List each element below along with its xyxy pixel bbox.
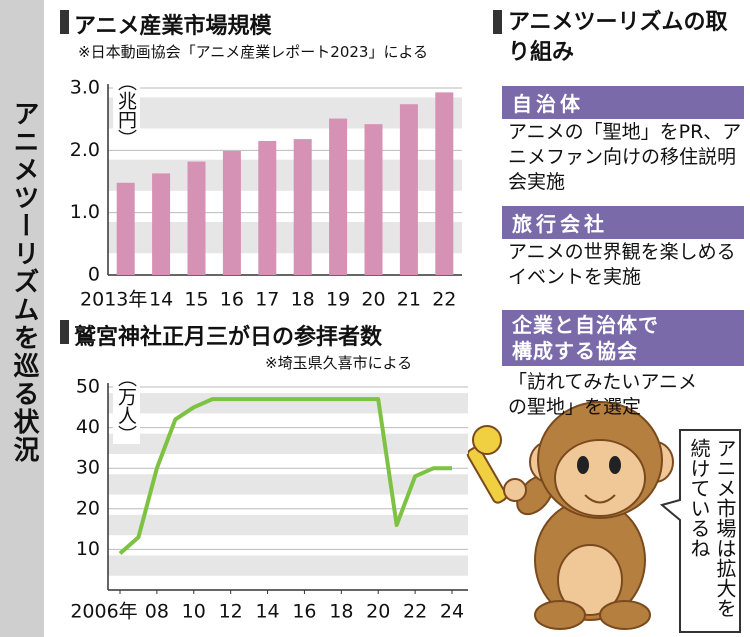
stripe-band: [108, 514, 468, 536]
title-marker: [60, 320, 69, 344]
section-header-text: 旅行会社: [512, 212, 608, 236]
x-tick-label: 22: [403, 601, 427, 623]
side-title: アニメツーリズムを巡る状況: [9, 100, 39, 464]
y-tick-label: 50: [76, 376, 100, 398]
x-tick-label: 08: [145, 601, 169, 623]
bar: [222, 150, 241, 275]
x-tick-label: 15: [184, 289, 208, 311]
x-tick-label: 24: [440, 601, 464, 623]
y-tick-label: 1.0: [70, 201, 100, 223]
x-tick-label: 19: [326, 289, 350, 311]
side-band: [0, 0, 44, 637]
chart-note: ※埼玉県久喜市による: [265, 354, 413, 372]
line: [118, 397, 452, 555]
y-tick-label: 30: [76, 457, 100, 479]
x-tick-label: 18: [329, 601, 353, 623]
panel-title: アニメツーリズムの取り組み: [508, 10, 728, 65]
x-tick-label: 20: [366, 601, 390, 623]
x-tick-label: 14: [255, 601, 279, 623]
section-header: 自治体: [502, 86, 744, 119]
speech-text: アニメ市場は拡大を続けているね: [687, 438, 737, 618]
chart-note: ※日本動画協会「アニメ産業レポート2023」による: [78, 43, 428, 61]
x-tick-label: 16: [292, 601, 316, 623]
y-tick-label: 0: [88, 264, 100, 286]
x-tick-label: 10: [182, 601, 206, 623]
x-tick-label: 14: [149, 289, 173, 311]
stripe-band: [108, 393, 468, 414]
section-header: 旅行会社: [502, 206, 744, 239]
section-body: アニメの「聖地」をPR、アニメファン向けの移住説明会実施: [508, 121, 742, 193]
chart-title: 鷲宮神社正月三が日の参拝者数: [74, 325, 383, 350]
y-tick-label: 2.0: [70, 139, 100, 161]
y-axis-label: （兆円）: [113, 72, 140, 148]
stripe-band: [108, 555, 468, 576]
x-tick-label: 12: [219, 601, 243, 623]
bar: [258, 140, 277, 275]
y-tick-label: 3.0: [70, 77, 100, 99]
section-header-text: 自治体: [512, 92, 584, 116]
bar: [364, 124, 383, 275]
y-axis-label: （万人）: [113, 368, 140, 444]
speech-bubble: [659, 429, 741, 633]
x-tick-label: 20: [361, 289, 385, 311]
y-tick-label: 10: [76, 538, 100, 560]
section-body: 「訪れてみたいアニメの聖地」を選定: [508, 371, 698, 418]
bar: [187, 161, 206, 275]
section-body: アニメの世界観を楽しめるイベントを実施: [508, 241, 736, 288]
bar: [152, 173, 171, 275]
monkey-illustration: [466, 401, 674, 630]
bar: [116, 182, 135, 275]
section-header-text: 企業と自治体で構成する協会: [512, 313, 659, 363]
bar: [399, 104, 418, 275]
x-tick-label: 21: [397, 289, 421, 311]
x-tick-label: 18: [291, 289, 315, 311]
x-tick-label: 22: [432, 289, 456, 311]
chart-title: アニメ産業市場規模: [74, 14, 272, 39]
x-tick-label: 2013年: [80, 289, 147, 311]
y-tick-label: 20: [76, 497, 100, 519]
bar: [329, 118, 348, 275]
y-tick-label: 40: [76, 416, 100, 438]
bar: [435, 92, 454, 275]
stripe-band: [108, 433, 468, 454]
title-marker: [60, 10, 69, 34]
x-tick-label: 16: [220, 289, 244, 311]
section-header: 企業と自治体で構成する協会: [502, 310, 744, 366]
stripe-band: [108, 474, 468, 495]
x-tick-label: 2006年: [70, 601, 137, 623]
title-marker: [493, 10, 502, 34]
x-tick-label: 17: [255, 289, 279, 311]
bar: [293, 139, 312, 275]
